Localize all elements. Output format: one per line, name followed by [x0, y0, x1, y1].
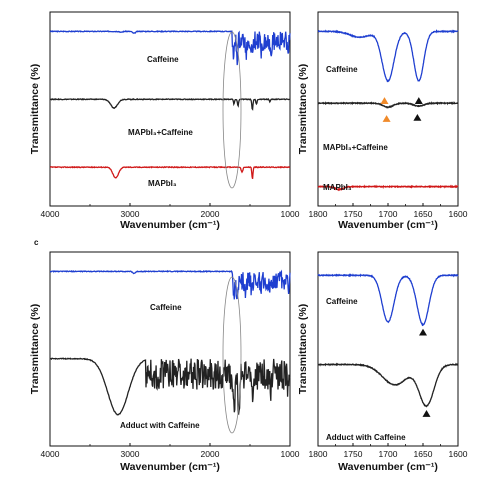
x-axis-title: Wavenumber (cm⁻¹) [120, 219, 220, 231]
peak-marker-0 [419, 328, 427, 336]
series-line-1 [49, 97, 291, 111]
series-line-0 [317, 273, 459, 327]
panel-letter-c: c [34, 238, 39, 247]
highlight-ellipse [222, 31, 242, 189]
panel-full-spectrum-mapbi3: 4000 3000 2000 1000 Caffeine MAPbI₃+Caffein… [29, 11, 300, 231]
y-axis-title: Transmittance (%) [29, 304, 41, 394]
x-tick-label: 1000 [281, 449, 300, 459]
peak-marker-3 [413, 113, 422, 121]
x-tick-label: 1000 [281, 209, 300, 219]
series-line-1 [317, 362, 459, 408]
x-tick-label: 3000 [121, 449, 140, 459]
x-tick-label: 1700 [379, 209, 398, 219]
x-axis-title: Wavenumber (cm⁻¹) [338, 219, 438, 231]
x-tick-label: 1600 [449, 209, 468, 219]
panel-zoom-adduct: 1800 1750 1700 1650 1600 Caffeine Adduct wit… [297, 251, 468, 473]
x-tick-label: 4000 [41, 449, 60, 459]
y-axis-title: Transmittance (%) [29, 64, 41, 154]
x-tick-label: 1650 [414, 449, 433, 459]
series-label-adduct: Adduct with Caffeine [326, 433, 406, 442]
x-tick-label: 1800 [309, 209, 328, 219]
series-label-caffeine: Caffeine [147, 55, 179, 64]
x-axis-title: Wavenumber (cm⁻¹) [120, 461, 220, 473]
series-label-caffeine: Caffeine [150, 303, 182, 312]
x-tick-label: 3000 [121, 209, 140, 219]
x-tick-label: 4000 [41, 209, 60, 219]
series-line-2 [50, 165, 291, 179]
highlight-ellipse [222, 276, 242, 434]
series-line-0 [317, 29, 459, 83]
series-label-mapbi3-caffeine: MAPbI₃+Caffeine [323, 143, 388, 152]
series-label-caffeine: Caffeine [326, 297, 358, 306]
plot-frame [317, 251, 459, 447]
panel-full-spectrum-adduct: 4000 3000 2000 1000 Caffeine Adduct with Ca… [29, 251, 300, 473]
y-axis-title: Transmittance (%) [297, 304, 309, 394]
peak-marker-1 [422, 410, 431, 417]
x-tick-label: 1750 [344, 449, 363, 459]
x-tick-label: 1650 [414, 209, 433, 219]
series-line-1 [317, 100, 459, 109]
x-tick-label: 1600 [449, 449, 468, 459]
series-label-caffeine: Caffeine [326, 65, 358, 74]
x-tick-label: 2000 [201, 449, 220, 459]
panel-zoom-mapbi3: 1800 1750 1700 1650 1600 Caffeine MAPbI₃+Caf… [297, 11, 468, 231]
series-line-2 [317, 184, 459, 192]
y-axis-title: Transmittance (%) [297, 64, 309, 154]
series-label-mapbi3-caffeine: MAPbI₃+Caffeine [128, 128, 193, 137]
peak-marker-1 [414, 97, 423, 104]
series-label-adduct: Adduct with Caffeine [120, 421, 200, 430]
plot-frame [317, 11, 459, 207]
series-label-mapbi3: MAPbI₃ [148, 179, 177, 188]
series-line-0 [49, 29, 291, 66]
x-tick-label: 2000 [201, 209, 220, 219]
peak-marker-2 [382, 115, 391, 122]
x-tick-label: 1800 [309, 449, 328, 459]
x-tick-label: 1750 [344, 209, 363, 219]
x-tick-label: 1700 [379, 449, 398, 459]
series-line-0 [49, 269, 291, 300]
x-axis-title: Wavenumber (cm⁻¹) [338, 461, 438, 473]
series-line-1 [49, 357, 291, 416]
peak-marker-0 [380, 97, 389, 104]
series-label-mapbi3: MAPbI₃ [323, 183, 352, 192]
